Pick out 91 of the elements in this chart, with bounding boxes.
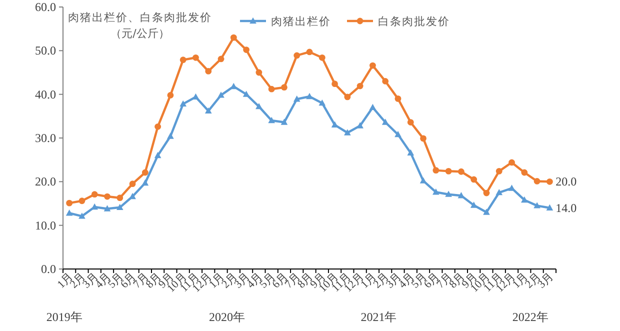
point: [508, 159, 515, 166]
point: [129, 192, 136, 200]
point: [445, 190, 452, 197]
point: [306, 92, 313, 100]
point: [546, 204, 554, 210]
point: [218, 92, 224, 98]
point: [470, 202, 478, 208]
point: [356, 82, 364, 90]
point: [142, 169, 148, 176]
point: [521, 169, 528, 176]
point: [294, 52, 300, 59]
point: [66, 200, 73, 206]
point: [281, 84, 288, 91]
point: [243, 46, 250, 53]
point: [192, 54, 199, 61]
point: [142, 179, 149, 186]
point: [483, 190, 490, 196]
point: [483, 208, 490, 215]
y-tick-label: 30.0: [35, 131, 56, 145]
point: [432, 188, 440, 195]
point: [534, 202, 540, 208]
legend-label: 白条肉批发价: [378, 15, 450, 28]
point: [534, 178, 540, 184]
point: [546, 178, 553, 185]
text: 2022年: [512, 310, 548, 324]
point: [66, 210, 73, 216]
point: [420, 177, 427, 184]
point: [369, 104, 376, 110]
point: [167, 92, 174, 98]
point: [256, 102, 262, 110]
point: [407, 119, 414, 126]
point: [78, 212, 86, 219]
point: [204, 107, 212, 114]
text: （元/公斤）: [110, 27, 170, 40]
y-tick-label: 0.0: [41, 262, 56, 276]
y-tick-label: 20.0: [35, 174, 56, 189]
point: [218, 56, 224, 62]
point: [356, 122, 364, 128]
point: [91, 203, 98, 210]
point: [116, 194, 124, 202]
point: [407, 149, 414, 156]
text: 2020年: [209, 310, 246, 324]
point: [293, 96, 300, 102]
point: [496, 168, 502, 174]
point: [167, 132, 174, 139]
point: [104, 193, 110, 200]
point: [458, 168, 464, 175]
point: [306, 48, 313, 56]
point: [394, 130, 402, 138]
point: [344, 94, 351, 100]
point: [496, 188, 503, 196]
point: [78, 198, 86, 204]
point: [394, 96, 402, 102]
point: [382, 118, 389, 125]
point: [91, 191, 98, 198]
point: [344, 129, 351, 136]
point: [256, 69, 262, 76]
text: 2021年: [360, 310, 397, 324]
point: [154, 123, 162, 130]
point: [129, 180, 136, 188]
point: [432, 167, 440, 174]
point: [230, 34, 237, 41]
point: [470, 176, 478, 183]
y-tick-label: 60.0: [35, 0, 56, 14]
point: [104, 205, 111, 212]
point: [268, 116, 275, 124]
point: [180, 56, 186, 64]
data-label: 20.0: [556, 174, 577, 189]
point: [332, 80, 338, 88]
point: [520, 196, 528, 203]
legend-label: 肉猪出栏价: [271, 15, 331, 28]
y-tick-label: 10.0: [35, 218, 56, 232]
point: [445, 168, 452, 174]
point: [382, 78, 389, 84]
point: [268, 86, 275, 92]
point: [420, 135, 426, 142]
point: [154, 152, 162, 158]
point: [242, 90, 250, 97]
point: [370, 62, 376, 69]
point: [280, 118, 288, 125]
text: 2019年: [46, 310, 82, 324]
point: [318, 54, 326, 61]
chart-title: 肉猪出栏价、白条肉批发价: [68, 11, 212, 24]
y-tick-label: 40.0: [35, 87, 56, 102]
y-tick-label: 50.0: [35, 44, 56, 58]
point: [318, 99, 326, 106]
point: [116, 204, 124, 210]
data-label: 14.0: [556, 200, 577, 215]
point: [180, 100, 186, 107]
point: [508, 184, 516, 191]
point: [205, 68, 212, 74]
